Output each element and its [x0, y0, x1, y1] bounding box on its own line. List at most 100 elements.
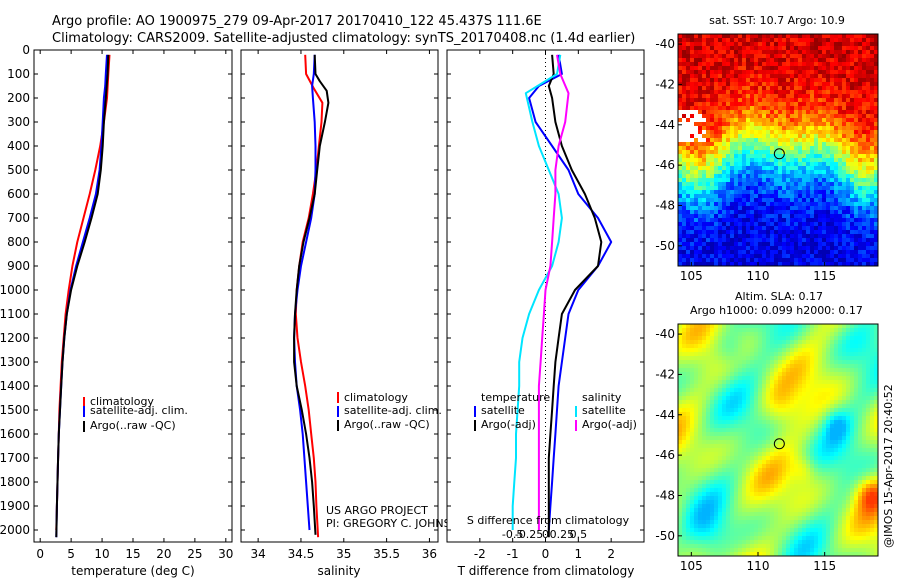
heatmap-cell — [754, 138, 759, 143]
heatmap-cell — [850, 238, 855, 243]
heatmap-cell — [846, 258, 851, 263]
heatmap-cell — [838, 218, 843, 223]
heatmap-cell — [726, 332, 731, 337]
heatmap-cell — [742, 328, 747, 333]
heatmap-cell — [686, 332, 691, 337]
heatmap-cell — [742, 468, 747, 473]
heatmap-cell — [846, 412, 851, 417]
heatmap-cell — [846, 46, 851, 51]
heatmap-cell — [778, 114, 783, 119]
heatmap-cell — [846, 376, 851, 381]
heatmap-cell — [778, 262, 783, 267]
heatmap-cell — [846, 94, 851, 99]
heatmap-cell — [798, 122, 803, 127]
heatmap-cell — [718, 62, 723, 67]
heatmap-cell — [822, 62, 827, 67]
heatmap-cell — [734, 456, 739, 461]
heatmap-cell — [866, 396, 871, 401]
heatmap-cell — [682, 238, 687, 243]
heatmap-cell — [870, 38, 875, 43]
heatmap-cell — [842, 114, 847, 119]
heatmap-cell — [846, 114, 851, 119]
heatmap-cell — [846, 262, 851, 267]
heatmap-cell — [754, 368, 759, 373]
heatmap-cell — [702, 114, 707, 119]
heatmap-cell — [794, 234, 799, 239]
heatmap-cell — [830, 182, 835, 187]
x-tick-label: 5 — [67, 547, 75, 561]
heatmap-cell — [710, 464, 715, 469]
heatmap-cell — [742, 130, 747, 135]
heatmap-cell — [714, 158, 719, 163]
heatmap-cell — [842, 86, 847, 91]
heatmap-cell — [838, 448, 843, 453]
heatmap-cell — [822, 428, 827, 433]
heatmap-cell — [698, 436, 703, 441]
heatmap-cell — [734, 340, 739, 345]
heatmap-cell — [698, 174, 703, 179]
heatmap-cell — [754, 170, 759, 175]
heatmap-cell — [722, 102, 727, 107]
heatmap-cell — [690, 34, 695, 39]
heatmap-cell — [690, 258, 695, 263]
heatmap-cell — [818, 404, 823, 409]
heatmap-cell — [762, 126, 767, 131]
heatmap-cell — [858, 384, 863, 389]
heatmap-cell — [754, 166, 759, 171]
heatmap-cell — [834, 218, 839, 223]
heatmap-cell — [682, 246, 687, 251]
heatmap-cell — [686, 400, 691, 405]
heatmap-cell — [734, 324, 739, 329]
heatmap-cell — [734, 142, 739, 147]
heatmap-cell — [738, 106, 743, 111]
heatmap-cell — [746, 416, 751, 421]
heatmap-cell — [862, 62, 867, 67]
heatmap-cell — [754, 178, 759, 183]
heatmap-cell — [678, 348, 683, 353]
heatmap-cell — [726, 54, 731, 59]
heatmap-cell — [838, 456, 843, 461]
heatmap-cell — [718, 94, 723, 99]
heatmap-cell — [742, 74, 747, 79]
heatmap-cell — [694, 372, 699, 377]
heatmap-cell — [778, 360, 783, 365]
heatmap-cell — [734, 380, 739, 385]
heatmap-cell — [718, 34, 723, 39]
heatmap-cell — [762, 154, 767, 159]
heatmap-cell — [870, 130, 875, 135]
heatmap-cell — [758, 82, 763, 87]
heatmap-cell — [770, 174, 775, 179]
heatmap-cell — [874, 332, 879, 337]
heatmap-cell — [738, 448, 743, 453]
heatmap-cell — [818, 230, 823, 235]
heatmap-cell — [750, 154, 755, 159]
heatmap-cell — [866, 344, 871, 349]
heatmap-cell — [850, 226, 855, 231]
heatmap-cell — [722, 364, 727, 369]
heatmap-cell — [762, 368, 767, 373]
heatmap-cell — [726, 372, 731, 377]
heatmap-cell — [762, 102, 767, 107]
heatmap-cell — [750, 420, 755, 425]
heatmap-cell — [874, 38, 879, 43]
heatmap-cell — [850, 392, 855, 397]
heatmap-cell — [746, 82, 751, 87]
heatmap-cell — [714, 436, 719, 441]
heatmap-cell — [694, 222, 699, 227]
heatmap-cell — [814, 198, 819, 203]
heatmap-cell — [754, 412, 759, 417]
heatmap-cell — [702, 158, 707, 163]
heatmap-cell — [858, 54, 863, 59]
heatmap-cell — [738, 376, 743, 381]
heatmap-cell — [842, 340, 847, 345]
heatmap-cell — [758, 90, 763, 95]
heatmap-cell — [718, 238, 723, 243]
heatmap-cell — [870, 230, 875, 235]
heatmap-cell — [862, 352, 867, 357]
heatmap-cell — [838, 126, 843, 131]
heatmap-cell — [866, 114, 871, 119]
heatmap-cell — [698, 122, 703, 127]
heatmap-cell — [678, 74, 683, 79]
heatmap-cell — [870, 420, 875, 425]
heatmap-cell — [778, 174, 783, 179]
